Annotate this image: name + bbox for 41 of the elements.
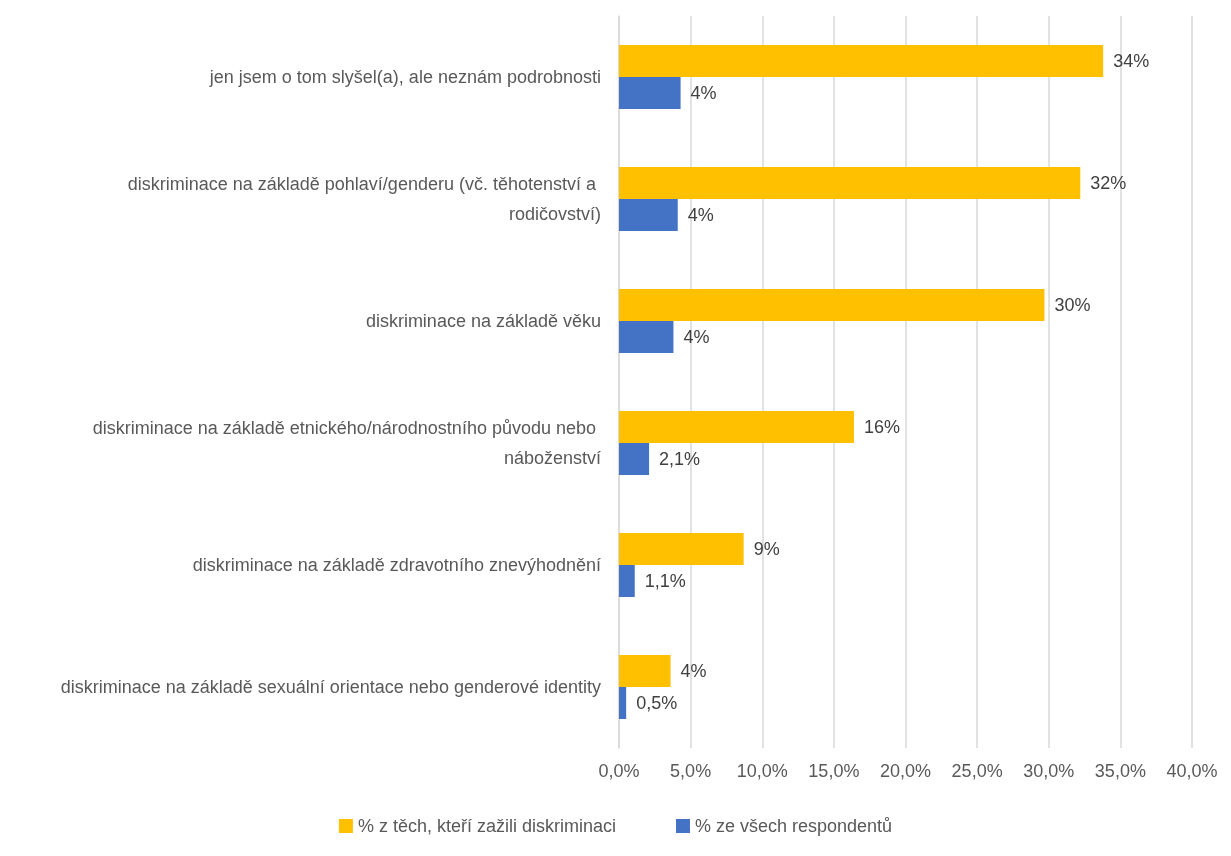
y-tick-label: jen jsem o tom slyšel(a), ale neznám podrobnosti — [208, 67, 601, 87]
y-tick-label: diskriminace na základě věku — [365, 311, 601, 331]
data-label: 16% — [863, 417, 900, 437]
bar — [619, 687, 627, 719]
bar — [619, 655, 671, 687]
data-label: 32% — [1090, 173, 1127, 193]
data-label: 0,5% — [636, 693, 678, 713]
x-tick-label: 0,0% — [598, 761, 640, 781]
data-label: 4% — [687, 205, 714, 225]
data-label: 4% — [680, 661, 707, 681]
bar — [619, 289, 1045, 321]
bar — [619, 411, 854, 443]
x-tick-label: 40,0% — [1166, 761, 1218, 781]
bar — [619, 565, 635, 597]
x-tick-label: 20,0% — [879, 761, 932, 781]
bar — [619, 167, 1081, 199]
data-label: 9% — [753, 539, 780, 559]
bar — [619, 533, 744, 565]
y-tick-label: diskriminace na základě etnického/národnostního původu nebo náboženství — [92, 418, 601, 468]
data-label: 4% — [690, 83, 717, 103]
bar — [619, 321, 674, 353]
x-tick-label: 30,0% — [1023, 761, 1075, 781]
data-label: 4% — [683, 327, 710, 347]
y-tick-label: diskriminace na základě sexuální orientace nebo genderové identity — [60, 677, 601, 697]
bar — [619, 77, 681, 109]
bar — [619, 45, 1104, 77]
y-tick-label: diskriminace na základě zdravotního znevýhodnění — [192, 555, 601, 575]
x-tick-label: 35,0% — [1094, 761, 1146, 781]
y-tick-label: diskriminace na základě pohlaví/genderu (vč. těhotenství a rodičovství) — [127, 174, 601, 224]
legend-label: % z těch, kteří zažili diskriminaci — [357, 816, 616, 836]
x-tick-label: 5,0% — [670, 761, 712, 781]
legend-label: % ze všech respondentů — [694, 816, 893, 836]
data-label: 1,1% — [644, 571, 686, 591]
bar — [619, 443, 650, 475]
x-tick-label: 10,0% — [736, 761, 788, 781]
bar — [619, 199, 678, 231]
x-tick-label: 15,0% — [808, 761, 860, 781]
data-label: 2,1% — [659, 449, 701, 469]
data-label: 30% — [1054, 295, 1091, 315]
data-label: 34% — [1113, 51, 1150, 71]
x-tick-label: 25,0% — [951, 761, 1003, 781]
